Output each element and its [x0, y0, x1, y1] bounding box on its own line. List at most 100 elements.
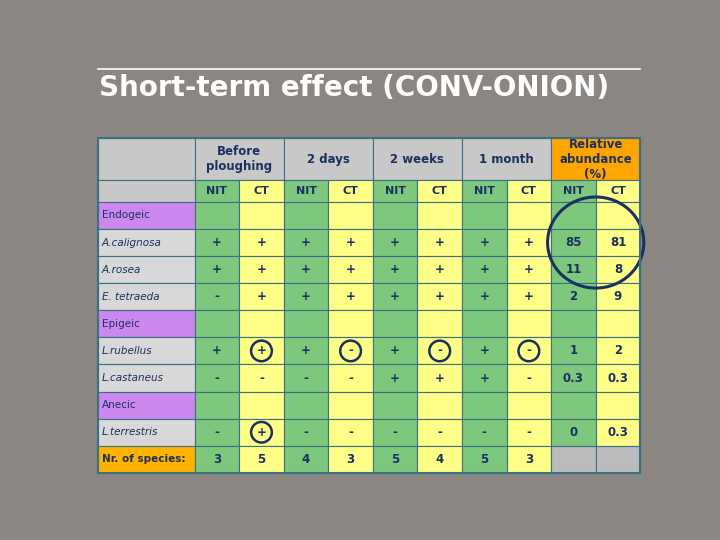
Bar	[373, 202, 418, 229]
Bar	[507, 338, 551, 364]
Text: Anecic: Anecic	[102, 400, 136, 410]
Text: +: +	[256, 345, 266, 357]
Text: +: +	[256, 263, 266, 276]
Text: -: -	[526, 345, 531, 357]
Bar	[373, 256, 418, 283]
Text: 5: 5	[257, 453, 266, 466]
Bar	[98, 256, 194, 283]
Bar	[194, 202, 239, 229]
Bar	[328, 229, 373, 256]
Bar	[328, 310, 373, 338]
Bar	[284, 310, 328, 338]
Bar	[194, 364, 239, 391]
Text: 3: 3	[346, 453, 355, 466]
Bar	[98, 364, 194, 391]
Text: 8: 8	[614, 263, 622, 276]
Bar	[507, 418, 551, 446]
Bar	[98, 180, 194, 202]
Text: 9: 9	[614, 290, 622, 303]
Text: 1 month: 1 month	[480, 153, 534, 166]
Text: A.calignosa: A.calignosa	[102, 238, 161, 247]
Bar	[98, 310, 194, 338]
Text: +: +	[301, 263, 311, 276]
Text: 11: 11	[565, 263, 582, 276]
Text: -: -	[348, 372, 353, 384]
Text: 4: 4	[302, 453, 310, 466]
Bar	[551, 138, 640, 180]
Bar	[551, 392, 595, 418]
Text: +: +	[346, 263, 356, 276]
Bar	[507, 392, 551, 418]
Text: Before
ploughing: Before ploughing	[206, 145, 272, 173]
Bar	[194, 310, 239, 338]
Bar	[239, 418, 284, 446]
Text: +: +	[480, 236, 489, 249]
Bar	[551, 310, 595, 338]
Bar	[194, 138, 284, 180]
Text: -: -	[526, 426, 531, 438]
Text: +: +	[480, 290, 489, 303]
Text: +: +	[524, 236, 534, 249]
Bar	[239, 229, 284, 256]
Bar	[595, 180, 640, 202]
Text: +: +	[390, 263, 400, 276]
Text: -: -	[215, 290, 220, 303]
Bar	[462, 138, 551, 180]
Bar	[284, 446, 328, 473]
Bar	[551, 229, 595, 256]
Text: 2: 2	[570, 290, 577, 303]
Bar	[418, 392, 462, 418]
Bar	[462, 256, 507, 283]
Bar	[595, 338, 640, 364]
Bar	[418, 256, 462, 283]
Text: -: -	[304, 372, 308, 384]
Bar	[328, 256, 373, 283]
Bar	[462, 283, 507, 310]
Bar	[507, 446, 551, 473]
Bar	[507, 256, 551, 283]
Bar	[595, 446, 640, 473]
Text: Nr. of species:: Nr. of species:	[102, 454, 185, 464]
Text: L.castaneus: L.castaneus	[102, 373, 163, 383]
Bar	[462, 364, 507, 391]
Bar	[373, 310, 418, 338]
Text: Epigeic: Epigeic	[102, 319, 140, 329]
Bar	[284, 229, 328, 256]
Text: +: +	[346, 290, 356, 303]
Text: L.terrestris: L.terrestris	[102, 427, 158, 437]
Text: +: +	[390, 290, 400, 303]
Bar	[462, 418, 507, 446]
Bar	[418, 364, 462, 391]
Text: +: +	[212, 236, 222, 249]
Bar	[284, 138, 373, 180]
Bar	[194, 229, 239, 256]
Bar	[239, 364, 284, 391]
Bar	[328, 283, 373, 310]
Text: 3: 3	[213, 453, 221, 466]
Text: -: -	[304, 426, 308, 438]
Bar	[373, 418, 418, 446]
Bar	[239, 338, 284, 364]
Bar	[328, 392, 373, 418]
Bar	[462, 180, 507, 202]
Bar	[595, 392, 640, 418]
Bar	[328, 180, 373, 202]
Bar	[98, 392, 194, 418]
Bar	[373, 229, 418, 256]
Text: CT: CT	[432, 186, 448, 196]
Bar	[328, 202, 373, 229]
Bar	[373, 338, 418, 364]
Bar	[595, 310, 640, 338]
Bar	[462, 229, 507, 256]
Bar	[462, 446, 507, 473]
Text: +: +	[480, 345, 489, 357]
Text: E. tetraeda: E. tetraeda	[102, 292, 159, 302]
Bar	[284, 392, 328, 418]
Bar	[418, 229, 462, 256]
Bar	[98, 418, 194, 446]
Text: 81: 81	[610, 236, 626, 249]
Text: +: +	[256, 290, 266, 303]
Bar	[462, 338, 507, 364]
Bar	[551, 364, 595, 391]
Text: -: -	[482, 426, 487, 438]
